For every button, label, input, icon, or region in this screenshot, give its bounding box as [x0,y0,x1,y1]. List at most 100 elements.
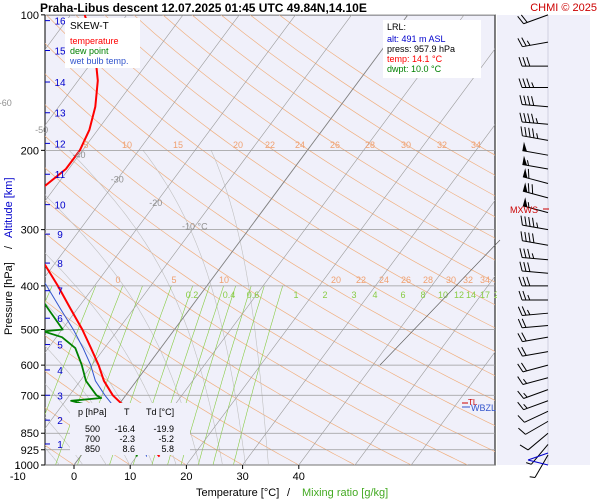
wind-barb-full [521,332,527,342]
dry-adiabat-label: 10 [122,140,132,150]
wind-barb-full [527,113,531,123]
wind-barb [520,215,549,231]
isotherm [186,48,495,465]
wind-barb-full [532,128,535,138]
y-axis-title: Pressure [hPa] / Altitude [km] [3,177,15,335]
wind-barb-full [522,78,527,88]
wind-barb-staff [522,121,549,125]
wind-barb-full [517,415,525,423]
lrl-box-bg [383,20,481,78]
y-tick-label: 1000 [15,460,39,472]
wind-barb [520,231,549,246]
wind-barb-half [529,476,536,478]
wind-barb-staff [522,325,549,329]
x-axis-title-temp: Temperature [°C] [196,487,279,499]
wind-barb-full [517,333,523,342]
isotherms [45,15,495,465]
wind-barb-half [526,160,530,166]
dry-adiabat-label: 34 [480,275,490,285]
altitude-tick-label: 9 [57,230,63,241]
altitude-tick-label: 8 [57,259,63,270]
wind-barb-full [523,248,527,258]
lrl-temp: temp: 14.1 °C [387,54,443,64]
isotherm [298,199,495,465]
isotherm [45,15,184,202]
legend-temperature: temperature [70,36,119,46]
wind-barb [517,318,549,329]
altitude-tick-label: 6 [57,314,63,325]
y-axis-title-sep: / [3,245,15,249]
wind-barb [520,126,549,141]
dry-adiabat-label: 20 [331,275,341,285]
legend-wet-bulb: wet bulb temp. [69,56,129,66]
altitude-tick-label: 4 [57,366,63,377]
wind-barb-full [524,127,527,137]
x-tick-label: 30 [236,471,248,483]
altitude-tick-label: 12 [54,139,66,150]
legend: SKEW-T temperature dew point wet bulb te… [65,18,140,68]
dry-adiabat-label: 5 [171,275,176,285]
x-axis-title-sep: / [287,487,291,499]
wind-barb [519,261,549,274]
mixing-ratio-label: 8 [420,290,425,300]
wind-barb-staff [522,135,549,141]
wind-barb [517,376,549,385]
isotherm [45,15,352,429]
wind-panel [497,14,590,478]
dry-adiabat-label: 30 [446,275,456,285]
level-markers: MXWS TL WBZL [462,205,549,413]
level-table-bg [70,403,190,455]
moist-adiabat [142,150,246,465]
wind-barb-staff [522,351,549,357]
wind-barb-staff [534,454,549,478]
wind-barb-staff [522,312,549,316]
moist-adiabat [45,194,200,465]
wind-barb [522,168,549,185]
mixing-ratio-label: 10 [438,290,448,300]
wind-barb-full [518,56,523,67]
wind-barb [517,306,549,316]
dry-adiabat-label: 10 [219,275,229,285]
wind-barb [522,182,549,199]
altitude-tick-label: 14 [54,78,66,89]
altitude-tick-label: 3 [57,391,63,402]
mixing-ratio-label: 12 [454,290,464,300]
dry-adiabat-label: 26 [401,275,411,285]
wind-barb-staff [522,336,549,343]
wind-barb-half [531,82,535,88]
dry-adiabat [45,232,412,465]
wind-barb-half [523,378,528,384]
table-cell: 8.6 [122,444,135,454]
wind-barb-full [522,56,527,67]
isotherm-label: -50 [35,125,48,135]
dry-adiabat-label: 24 [295,140,305,150]
wind-barb-half [536,222,539,228]
dry-adiabat [46,15,495,329]
mixing-ratio-line [212,285,265,465]
wind-barb-full [527,95,531,106]
x-tick-label: -10 [10,471,26,483]
table-cell: -2.3 [119,434,135,444]
mixing-ratio-label: 1 [293,290,298,300]
altitude-tick-label: 2 [57,416,63,427]
x-tick-label: 40 [293,471,305,483]
wind-barb-flag [522,182,528,193]
wind-barb-full [531,113,535,124]
wind-barb-half [531,253,535,259]
wind-barb-full [520,126,523,136]
altitude-tick-label: 10 [54,201,66,212]
dry-adiabat [45,73,495,377]
axes: -30-20-100102030401002003004005006007008… [10,10,501,483]
isotherm-label: -30 [111,174,124,184]
wind-barb [517,389,549,399]
wind-barb-half [526,462,532,465]
level-table: p [hPa] T Td [°C] 500 -16.4 -19.9 700 -2… [70,403,190,455]
x-axis-title: Temperature [°C] / Mixing ratio [g/kg] [196,487,388,499]
wind-panel-background [497,15,590,465]
dry-adiabat-label: 5 [83,140,88,150]
wind-barb [518,420,549,435]
wind-barb [522,197,549,214]
wind-barb-full [526,276,531,287]
wind-barb [517,332,549,343]
dry-adiabat-label: 32 [437,140,447,150]
